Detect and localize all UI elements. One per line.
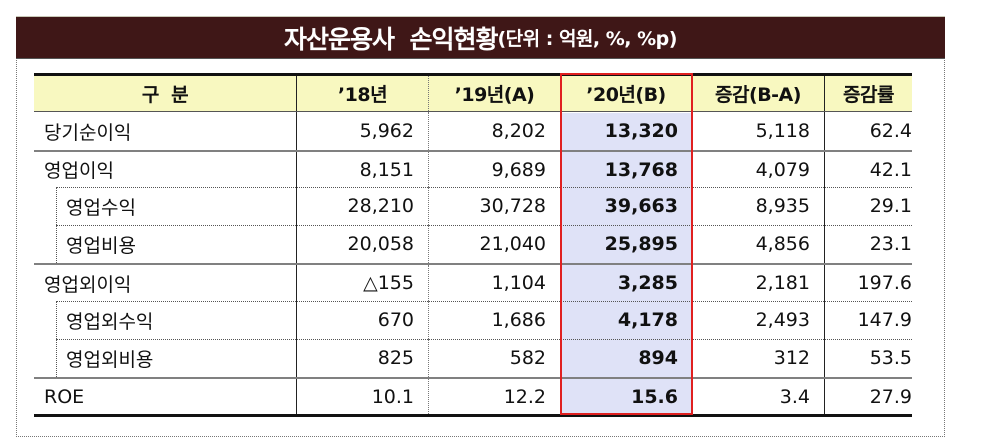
- row-label: 영업외이익: [44, 273, 132, 296]
- table-row: 영업외비용 825 582 894 312 53.5: [34, 339, 912, 377]
- cell-2019: 8,202: [428, 112, 560, 150]
- row-label: 영업외비용: [34, 339, 296, 377]
- cell-2019: 1,104: [428, 265, 560, 301]
- header-category: 구 분: [141, 84, 189, 106]
- rate-value: 53.5: [869, 347, 912, 369]
- rate-value: 62.4: [869, 120, 912, 142]
- page-title: 자산운용사 손익현황: [284, 24, 498, 54]
- rate-value: 197.6: [857, 272, 912, 294]
- table-row: 영업수익 28,210 30,728 39,663 8,935 29.1: [34, 187, 912, 225]
- cell-2019: 21,040: [428, 225, 560, 263]
- cell-2020: 13,320: [604, 120, 678, 142]
- cell-2018: 825: [296, 339, 428, 377]
- cell-change-rate: 53.5: [824, 339, 912, 377]
- cell-2020: 4,178: [617, 309, 678, 331]
- cell-2020: 39,663: [604, 195, 678, 217]
- cell-change-rate: 29.1: [824, 187, 912, 225]
- cell-change: 3.4: [779, 385, 810, 408]
- row-label: 당기순이익: [44, 121, 132, 144]
- cell-2018: 10.1: [296, 379, 428, 414]
- cell-change-rate: 27.9: [824, 379, 912, 414]
- cell-2020: 894: [638, 347, 678, 369]
- cell-change: 4,856: [755, 233, 810, 255]
- header-2019: ’19년(A): [428, 76, 560, 111]
- cell-2019: 582: [428, 339, 560, 377]
- row-label: 영업비용: [34, 225, 296, 263]
- table-row: 영업이익 8,151 9,689 13,768 4,079 42.1: [34, 150, 912, 187]
- cell-change-rate: 42.1: [824, 152, 912, 187]
- cell-2019: 30,728: [428, 187, 560, 225]
- row-label: ROE: [44, 385, 85, 408]
- profit-loss-table: 구 분 ’18년 ’19년(A) ’20년(B) 증감(B-A) 증감률 당기순…: [34, 73, 912, 417]
- header-change-rate: 증감률: [824, 76, 912, 111]
- table-row: 영업외수익 670 1,686 4,178 2,493 147.9: [34, 301, 912, 339]
- cell-2018: 28,210: [296, 187, 428, 225]
- row-label: 영업외수익: [34, 301, 296, 339]
- cell-2020: 15.6: [631, 385, 678, 408]
- cell-2020: 13,768: [604, 158, 678, 181]
- table-row: 영업비용 20,058 21,040 25,895 4,856 23.1: [34, 225, 912, 263]
- cell-change-rate: 23.1: [824, 225, 912, 263]
- header-2018: ’18년: [296, 76, 428, 111]
- cell-2020: 25,895: [604, 233, 678, 255]
- cell-change: 4,079: [755, 158, 810, 181]
- cell-2019: 12.2: [428, 379, 560, 414]
- cell-change-rate: 197.6: [824, 265, 912, 301]
- cell-2018: 8,151: [296, 152, 428, 187]
- table-row: 당기순이익 5,962 8,202 13,320 5,118 62.4: [34, 112, 912, 150]
- cell-change: 2,493: [755, 309, 810, 331]
- row-label: 영업이익: [44, 160, 114, 182]
- cell-change: 5,118: [755, 120, 810, 142]
- cell-change-rate: 147.9: [824, 301, 912, 339]
- table-row: 영업외이익 △155 1,104 3,285 2,181 197.6: [34, 263, 912, 301]
- cell-change: 312: [773, 347, 810, 369]
- header-change: 증감(B-A): [715, 84, 801, 106]
- header-2020: ’20년(B): [560, 76, 692, 111]
- rate-value: 23.1: [869, 233, 912, 255]
- cell-2018: 670: [296, 301, 428, 339]
- cell-2018: 20,058: [296, 225, 428, 263]
- title-bar: 자산운용사 손익현황 (단위 : 억원, %, %p): [16, 16, 945, 59]
- table-row: ROE 10.1 12.2 15.6 3.4 27.9: [34, 377, 912, 417]
- row-label: 영업수익: [34, 187, 296, 225]
- rate-value: 42.1: [869, 158, 912, 181]
- rate-value: 147.9: [857, 309, 912, 331]
- cell-2020: 3,285: [617, 272, 678, 294]
- outer-frame: [16, 16, 945, 437]
- cell-change: 2,181: [755, 272, 810, 294]
- cell-2018: △155: [296, 265, 428, 301]
- rate-value: 29.1: [869, 195, 912, 217]
- cell-2019: 1,686: [428, 301, 560, 339]
- rate-value: 27.9: [869, 385, 912, 408]
- unit-note: (단위 : 억원, %, %p): [497, 28, 677, 50]
- cell-change: 8,935: [755, 195, 810, 217]
- cell-2018: 5,962: [296, 112, 428, 150]
- table-header: 구 분 ’18년 ’19년(A) ’20년(B) 증감(B-A) 증감률: [34, 73, 912, 112]
- cell-change-rate: 62.4: [824, 112, 912, 150]
- cell-2019: 9,689: [428, 152, 560, 187]
